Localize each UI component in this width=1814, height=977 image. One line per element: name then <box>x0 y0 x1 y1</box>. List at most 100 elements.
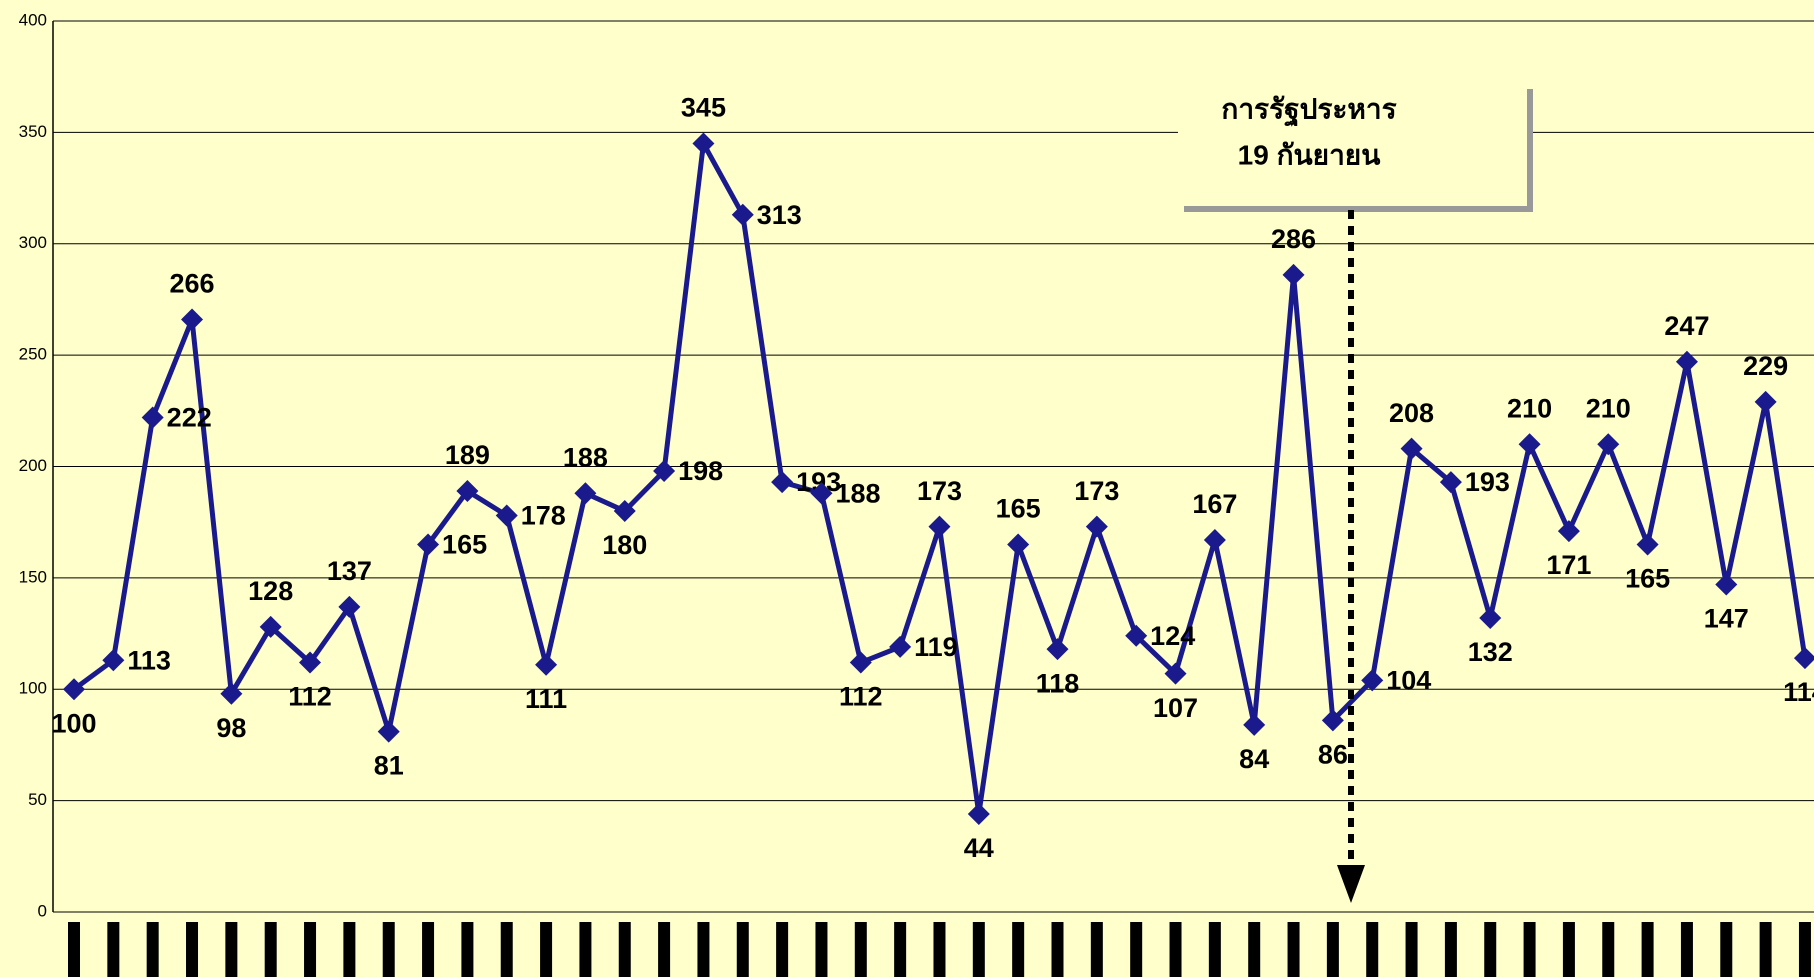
data-label: 188 <box>563 442 608 472</box>
x-tick-label <box>854 922 867 977</box>
data-label: 313 <box>757 200 802 230</box>
x-tick-label <box>1562 922 1575 977</box>
y-tick-label: 100 <box>19 679 47 698</box>
data-label: 266 <box>169 269 214 299</box>
marker <box>574 482 597 505</box>
x-tick-label <box>776 922 789 977</box>
data-label: 124 <box>1150 621 1195 651</box>
marker <box>1636 533 1659 556</box>
data-label: 189 <box>445 440 490 470</box>
data-label: 112 <box>288 682 332 712</box>
marker <box>102 649 125 672</box>
marker <box>495 504 518 527</box>
marker <box>1518 433 1541 456</box>
annotation-arrowhead <box>1337 865 1365 903</box>
data-label: 81 <box>374 751 404 781</box>
x-tick-label <box>815 922 828 977</box>
x-tick-label <box>1680 922 1693 977</box>
marker <box>810 482 833 505</box>
marker <box>889 635 912 658</box>
marker <box>1793 647 1814 670</box>
x-tick-label <box>1720 922 1733 977</box>
data-label: 167 <box>1192 489 1237 519</box>
annotation: 19 กันยายน <box>1238 139 1381 170</box>
x-tick-label <box>422 922 435 977</box>
marker <box>377 720 400 743</box>
data-label: 44 <box>964 833 994 863</box>
data-label: 137 <box>327 556 372 586</box>
data-label: 128 <box>248 576 293 606</box>
marker <box>220 682 243 705</box>
marker <box>1203 529 1226 552</box>
x-tick-label <box>1287 922 1300 977</box>
marker <box>1164 662 1187 685</box>
marker <box>1400 437 1423 460</box>
data-label: 100 <box>51 708 96 738</box>
x-tick-label <box>1641 922 1654 977</box>
marker <box>771 471 794 494</box>
data-label: 178 <box>521 501 566 531</box>
x-tick-label <box>1444 922 1457 977</box>
data-label: 345 <box>681 93 726 123</box>
data-label: 111 <box>525 684 567 714</box>
marker <box>1125 624 1148 647</box>
marker <box>1675 350 1698 373</box>
marker <box>1439 471 1462 494</box>
marker <box>299 651 322 674</box>
marker <box>1715 573 1738 596</box>
x-tick-label <box>1208 922 1221 977</box>
x-tick-label <box>1798 922 1811 977</box>
data-label: 113 <box>127 645 171 675</box>
x-tick-label <box>304 922 317 977</box>
x-tick-label <box>1484 922 1497 977</box>
grid: 0 50 100 150 200 250 300 350 400 <box>19 10 1814 977</box>
marker <box>1479 606 1502 629</box>
marker <box>849 651 872 674</box>
data-label: 118 <box>1036 668 1080 698</box>
x-tick-label <box>68 922 80 977</box>
x-tick-label <box>1248 922 1261 977</box>
data-label: 165 <box>1625 564 1670 594</box>
marker <box>1046 638 1069 661</box>
marker <box>613 500 636 523</box>
marker <box>1282 263 1305 286</box>
data-label: 286 <box>1271 224 1316 254</box>
data-label: 247 <box>1664 311 1709 341</box>
marker <box>1007 533 1030 556</box>
marker <box>535 653 558 676</box>
x-tick-label <box>382 922 395 977</box>
y-tick-label: 0 <box>38 901 47 920</box>
marker <box>338 595 361 618</box>
x-tick-label <box>1326 922 1339 977</box>
marker <box>259 615 282 638</box>
marker <box>141 406 164 429</box>
marker <box>731 203 754 226</box>
data-label: 171 <box>1546 550 1591 580</box>
y-tick-label: 400 <box>19 10 47 29</box>
marker <box>1754 390 1777 413</box>
x-tick-label <box>343 922 356 977</box>
data-label: 229 <box>1743 351 1788 381</box>
data-label: 132 <box>1468 637 1513 667</box>
data-label: 198 <box>678 456 723 486</box>
x-tick-label <box>264 922 277 977</box>
x-tick-label <box>1130 922 1143 977</box>
data-label: 188 <box>835 478 880 508</box>
x-tick-label <box>972 922 985 977</box>
data-label: 98 <box>216 713 246 743</box>
x-tick-label <box>658 922 671 977</box>
x-tick-label <box>146 922 159 977</box>
x-tick-label <box>225 922 238 977</box>
marker <box>417 533 440 556</box>
x-tick-label <box>1090 922 1103 977</box>
data-label: 193 <box>1465 467 1510 497</box>
data-label: 165 <box>996 494 1041 524</box>
marker <box>1361 669 1384 692</box>
marker <box>1085 515 1108 538</box>
marker <box>928 515 951 538</box>
x-tick-label <box>933 922 946 977</box>
y-tick-label: 350 <box>19 122 47 141</box>
x-tick-label <box>618 922 631 977</box>
x-tick-label <box>1051 922 1064 977</box>
